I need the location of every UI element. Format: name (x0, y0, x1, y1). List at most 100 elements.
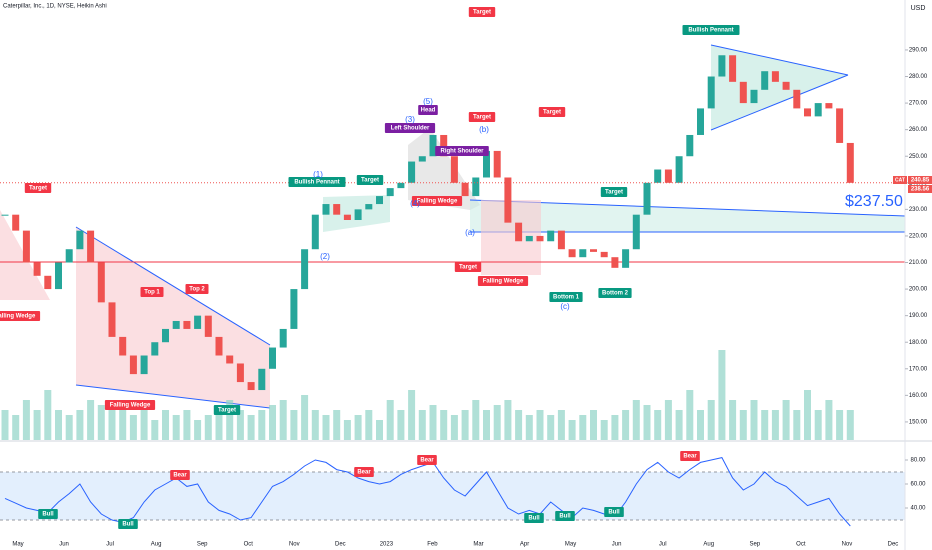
volume-bar (12, 415, 20, 440)
candle (333, 204, 341, 215)
candle (1, 214, 9, 216)
volume-bar (311, 410, 319, 440)
wave-label: (2) (320, 252, 330, 261)
volume-bar (129, 415, 137, 440)
annotation-label: Target (605, 190, 623, 196)
annotation-label: Top 2 (189, 287, 205, 293)
rsi-tick-label: 60.00 (910, 482, 926, 488)
candle (408, 161, 416, 183)
annotation-label: Falling Wedge (0, 314, 36, 320)
candle (729, 55, 737, 82)
volume-bar (440, 410, 448, 440)
wave-label: (4) (410, 199, 420, 208)
candle (493, 150, 501, 178)
annotation-box (682, 25, 740, 35)
annotation-label: Top 1 (144, 290, 160, 296)
candle (793, 89, 801, 109)
x-tick-label: Jul (659, 542, 667, 548)
annotation-box (435, 146, 489, 156)
annotation-label: Falling Wedge (483, 279, 524, 285)
annotation-label: Target (29, 186, 47, 192)
annotation-label: Bull (608, 510, 620, 516)
wedge-line (75, 226, 271, 346)
annotation-box (598, 288, 632, 298)
candle (814, 103, 822, 117)
rsi-tick-label: 40.00 (910, 506, 926, 512)
currency: USD (911, 5, 926, 12)
candle (525, 235, 533, 242)
annotation-label: Target (218, 408, 236, 414)
candle (600, 251, 608, 258)
candle (718, 55, 726, 77)
annotation-label: Bullish Pennant (688, 28, 733, 34)
volume-bar (600, 420, 608, 440)
annotation-label: Bear (420, 458, 434, 464)
volume-bar (22, 400, 30, 440)
volume-bar (204, 415, 212, 440)
candle (590, 249, 597, 252)
annotation-label: Target (361, 178, 379, 184)
annotation-box (118, 519, 138, 529)
candle (504, 177, 512, 223)
x-tick-label: Dec (335, 542, 346, 548)
volume-bar (771, 410, 779, 440)
volume-bar (386, 400, 394, 440)
volume-bar (686, 390, 694, 440)
candle (643, 182, 651, 215)
annotation-box (0, 311, 41, 321)
wave-label: (3) (405, 115, 415, 124)
candle (162, 328, 169, 343)
candle (739, 81, 747, 104)
x-tick-label: Dec (888, 542, 899, 548)
y-tick-label: 210.00 (909, 260, 928, 266)
candle (215, 336, 223, 356)
annotation-box (356, 175, 384, 185)
annotation-label: Bull (42, 512, 54, 518)
last-price-label: $237.50 (845, 193, 903, 210)
price-tag (908, 185, 932, 193)
volume-bar (162, 410, 169, 440)
annotation-label: Bull (528, 516, 540, 522)
x-tick-label: Sep (749, 542, 760, 548)
volume-bar (515, 410, 523, 440)
annotation-label: Target (473, 10, 491, 16)
candle (654, 169, 662, 183)
annotation-label: Bear (683, 454, 697, 460)
candle (836, 108, 844, 143)
channel-area (470, 200, 905, 232)
volume-bar (397, 410, 405, 440)
volume-bar (557, 410, 565, 440)
y-tick-label: 230.00 (909, 207, 928, 213)
candle (44, 275, 52, 290)
y-tick-label: 200.00 (909, 287, 928, 293)
volume-bar (65, 415, 73, 440)
candle (108, 302, 116, 337)
candle (22, 230, 30, 263)
candle (664, 169, 672, 183)
volume-bar (290, 410, 298, 440)
volume-bar (472, 400, 480, 440)
y-tick-label: 290.00 (909, 48, 928, 54)
candle (55, 262, 62, 290)
candle (269, 347, 276, 369)
candle (418, 156, 426, 162)
volume-bar (536, 410, 544, 440)
volume-bar (643, 405, 651, 440)
volume-bar (247, 415, 255, 440)
annotation-label: Target (543, 110, 561, 116)
volume-bar (140, 410, 148, 440)
pennant-line (710, 74, 849, 131)
y-tick-label: 270.00 (909, 101, 928, 107)
candle (686, 134, 694, 157)
volume-bar (450, 415, 458, 440)
annotation-box (538, 107, 566, 117)
candle (226, 355, 234, 364)
volume-bar (654, 410, 662, 440)
volume-bar (675, 410, 683, 440)
x-tick-label: Jul (106, 542, 114, 548)
chart-title: Caterpillar, Inc., 1D, NYSE, Heikin Ashi (3, 4, 107, 10)
volume-bar (33, 410, 41, 440)
candle (782, 81, 790, 90)
x-tick-label: Mar (473, 542, 483, 548)
